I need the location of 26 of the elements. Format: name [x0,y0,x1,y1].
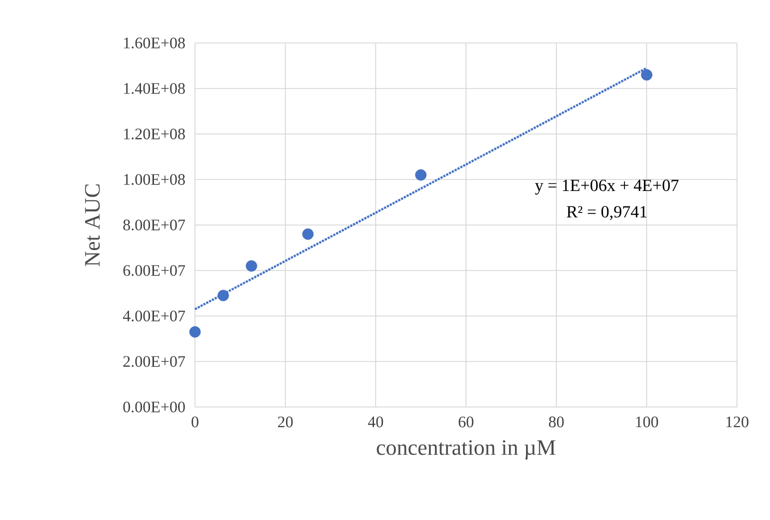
point [302,228,314,240]
point [640,69,652,81]
annotation: y = 1E+06x + 4E+07 [535,180,678,195]
y-tick-label: 1.20E+08 [124,128,185,140]
x-tick-label: 80 [548,416,564,428]
y-tick-label: 4.00E+07 [122,310,186,322]
y-tick-label: 6.00E+07 [123,265,186,276]
point [218,290,229,302]
y-tick-label: 8.00E+07 [123,220,186,230]
point [189,326,201,338]
x-axis-title: concentration in µM [376,440,556,460]
x-tick-label: 120 [726,416,748,428]
y-tick-label: 2.00E+07 [123,356,186,367]
x-tick-label: 60 [458,416,474,428]
y-tick-label: 1.60E+08 [124,38,185,48]
x-tick-label: 40 [368,416,384,428]
point [415,169,427,181]
x-tick-label: 0 [192,416,198,428]
y-tick-label: 1.40E+08 [124,83,185,94]
y-tick-label: 1.00E+08 [124,174,185,185]
y-tick-label: 0.00E+00 [123,402,185,412]
point [246,260,258,272]
x-tick-label: 20 [278,416,293,428]
annotation: R² = 0,9741 [566,206,647,220]
x-tick-label: 100 [636,416,658,428]
y-axis-title: Net AUC [85,184,100,266]
